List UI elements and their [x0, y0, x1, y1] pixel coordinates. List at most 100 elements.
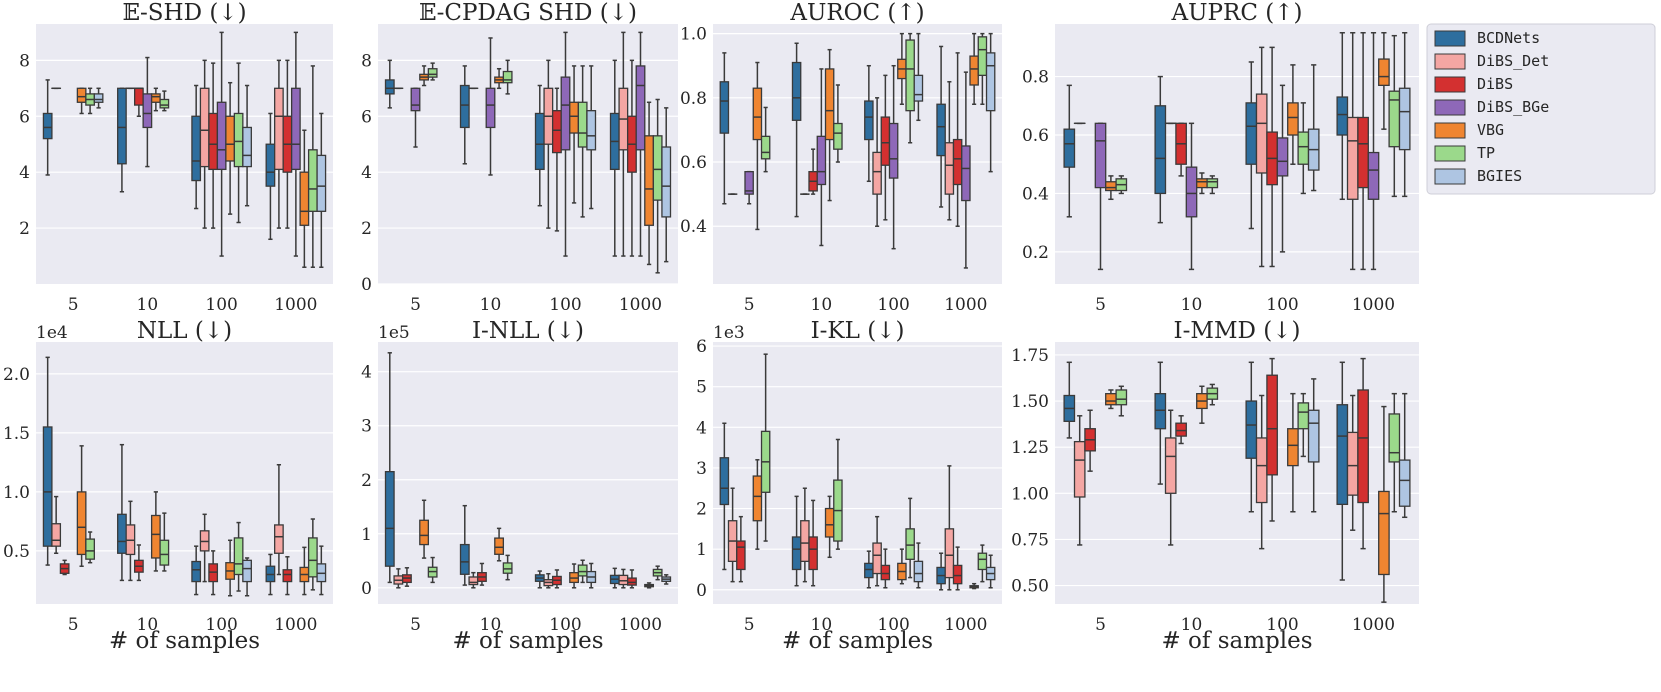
category-group-5: [384, 59, 438, 148]
category-group-1000: [1336, 357, 1411, 603]
y-tick-label: 3: [361, 417, 372, 437]
box-BCDNets: [1154, 393, 1167, 430]
box-DiBS_Det: [944, 528, 955, 579]
box-BCDNets: [265, 143, 276, 187]
category-group-100: [534, 31, 597, 257]
legend-item: VBG: [1434, 121, 1504, 139]
chart-panel-3: 0.2 0.4 0.6 0.8 5 10 100 1000 AUPRC (↑): [1022, 0, 1419, 315]
box-TP: [652, 135, 663, 201]
category-group-5: [42, 79, 104, 176]
x-tick-label: 1000: [1352, 615, 1395, 635]
chart-panel-2: 0.4 0.6 0.8 1.0 5 10 100 1000 AUROC (↑): [680, 0, 1002, 315]
box-VBG: [150, 93, 161, 103]
legend-item: DiBS_BGe: [1434, 98, 1549, 116]
box-TP: [85, 538, 95, 560]
y-tick-label: 1: [361, 525, 372, 545]
chart-panel-7: 0.50 0.75 1.00 1.25 1.50 1.75 5 10 100 1000 I-MMD …: [1011, 318, 1419, 654]
x-tick-label: 10: [480, 615, 502, 635]
box-DiBS_Det: [274, 87, 284, 171]
box-TP: [1388, 413, 1401, 463]
x-axis-label: # of samples: [452, 628, 603, 654]
box-DiBS_BGe: [216, 101, 227, 171]
y-tick-label: 0.5: [3, 542, 30, 562]
box-DiBS: [1266, 374, 1278, 476]
box-DiBS_Det: [800, 520, 810, 562]
plot-area: [378, 342, 678, 604]
panel-title: AUROC (↑): [789, 0, 924, 26]
box-BCDNets: [534, 112, 545, 171]
legend-item: BCDNets: [1434, 29, 1540, 47]
box-DiBS: [808, 536, 818, 571]
category-group-10: [117, 56, 170, 193]
legend-swatch: [1434, 145, 1466, 162]
box-VBG: [569, 101, 580, 134]
category-group-5: [384, 352, 438, 589]
x-tick-label: 1000: [1352, 295, 1395, 315]
box-BCDNets: [384, 470, 395, 567]
box-TP: [577, 564, 588, 577]
box-BGIES: [242, 126, 252, 168]
x-tick-label: 5: [1095, 295, 1106, 315]
box-VBG: [1105, 181, 1117, 192]
axis-offset-label: 1e3: [713, 323, 745, 343]
box-DiBS_BGe: [1367, 151, 1380, 200]
box-TP: [1297, 131, 1310, 165]
box-VBG: [1287, 102, 1299, 136]
x-tick-label: 100: [205, 615, 237, 635]
box-DiBS_Det: [1255, 437, 1268, 504]
box-BCDNets: [1154, 105, 1167, 195]
category-group-5: [1063, 361, 1128, 546]
box-VBG: [1378, 58, 1390, 86]
legend-label: VBG: [1477, 121, 1504, 139]
category-group-100: [191, 31, 252, 257]
x-tick-label: 5: [1095, 615, 1106, 635]
box-BGIES: [586, 110, 597, 151]
legend-label: DiBS: [1477, 75, 1513, 93]
box-BGIES: [985, 52, 996, 112]
y-tick-label: 4: [361, 163, 372, 183]
category-group-1000: [1336, 32, 1411, 271]
category-group-100: [1245, 46, 1320, 268]
category-group-1000: [265, 31, 327, 268]
category-group-5: [719, 353, 771, 583]
box-VBG: [150, 514, 161, 559]
axis-offset-label: 1e4: [36, 323, 68, 343]
x-tick-label: 1000: [619, 615, 662, 635]
y-tick-label: 2: [361, 471, 372, 491]
category-group-10: [1154, 361, 1219, 546]
y-tick-label: 0.6: [680, 153, 707, 173]
box-DiBS_Det: [1164, 437, 1177, 494]
box-BCDNets: [191, 560, 202, 583]
category-group-100: [864, 32, 924, 250]
category-group-5: [719, 52, 771, 231]
y-tick-label: 0: [361, 579, 372, 599]
box-BCDNets: [1245, 102, 1258, 165]
legend-label: TP: [1477, 144, 1495, 162]
y-tick-label: 0.2: [1022, 243, 1049, 263]
box-BGIES: [242, 559, 252, 583]
box-TP: [502, 562, 513, 574]
y-tick-label: 1.5: [3, 424, 30, 444]
y-tick-label: 2.0: [3, 365, 30, 385]
category-group-100: [191, 513, 252, 597]
box-DiBS: [952, 138, 963, 186]
box-BCDNets: [42, 112, 53, 140]
x-tick-label: 10: [137, 295, 159, 315]
box-BCDNets: [1063, 128, 1076, 168]
box-DiBS_BGe: [744, 171, 754, 195]
x-tick-label: 10: [1181, 615, 1203, 635]
box-TP: [1206, 178, 1219, 189]
category-group-1000: [609, 565, 672, 589]
box-DiBS_BGe: [290, 87, 301, 171]
box-DiBS_Det: [199, 87, 210, 168]
box-VBG: [824, 68, 835, 141]
box-VBG: [1378, 490, 1390, 576]
box-VBG: [644, 135, 655, 226]
box-DiBS_BGe: [961, 145, 971, 202]
x-tick-label: 10: [480, 295, 502, 315]
legend-item: TP: [1434, 144, 1495, 162]
box-VBG: [1105, 393, 1117, 406]
chart-panel-0: 2 4 6 8 5 10 100 1000 𝔼-SHD (↓): [19, 0, 333, 315]
panel-title: 𝔼-SHD (↓): [122, 0, 246, 26]
chart-panel-5: 0 1 2 3 4 5 10 100 1000 I-NLL (↓) 1e5 # of samples: [361, 318, 678, 654]
